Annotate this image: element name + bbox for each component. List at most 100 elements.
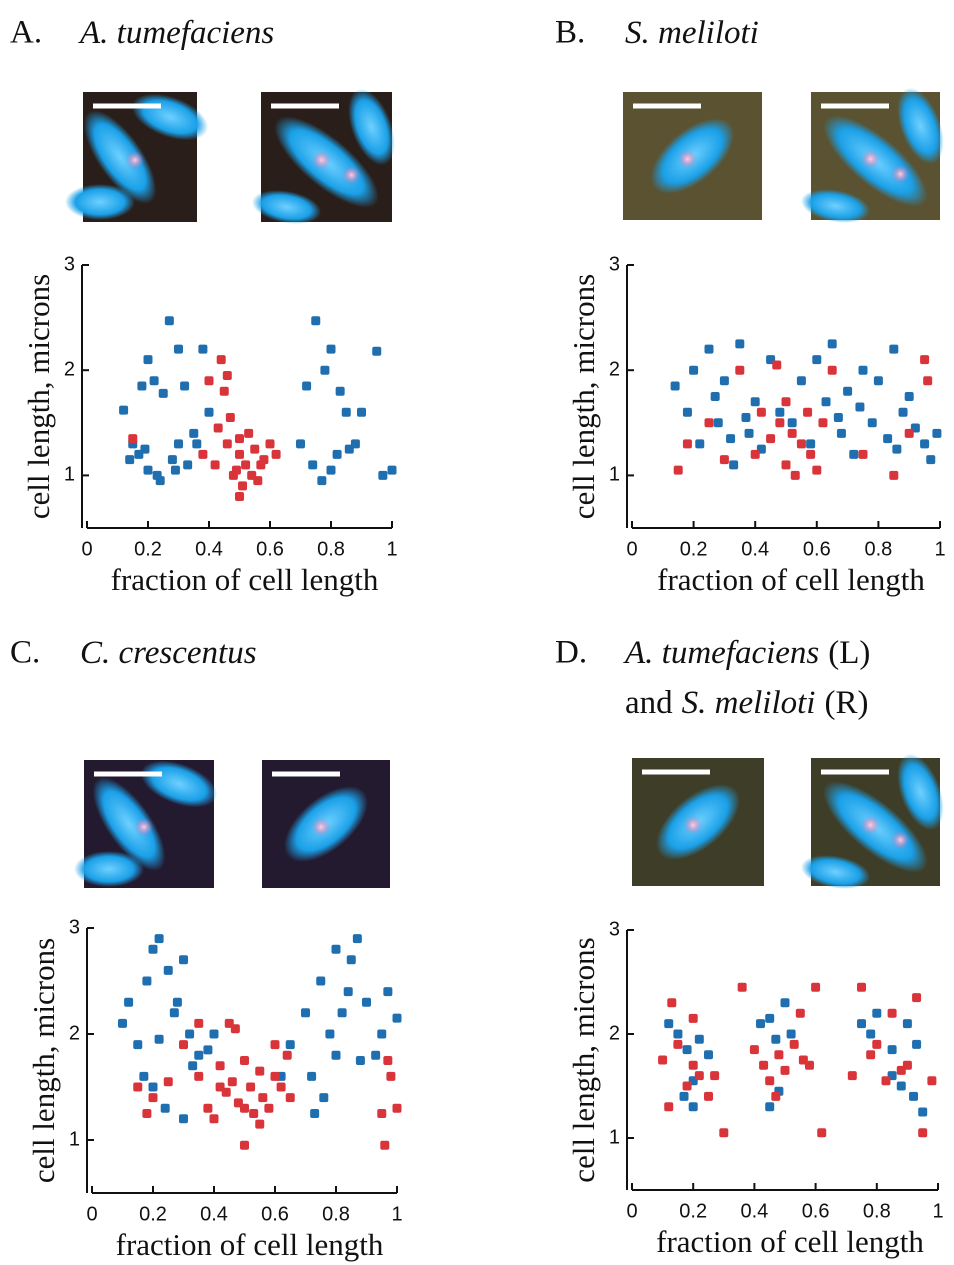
scatter-point <box>679 1091 689 1101</box>
scatter-point <box>765 1102 775 1112</box>
scatter-point <box>240 1056 249 1065</box>
scatter-point <box>332 449 342 459</box>
scatter-point <box>849 449 859 459</box>
x-tick-label: 1 <box>934 538 945 560</box>
scatter-point <box>781 397 791 407</box>
scatter-point <box>750 449 760 459</box>
scatter-point <box>694 1071 704 1081</box>
scatter-point <box>918 1128 928 1138</box>
micrograph <box>800 87 944 223</box>
y-tick-label: 3 <box>69 916 80 938</box>
y-tick-label: 3 <box>609 918 620 940</box>
scatter-point <box>795 1008 805 1018</box>
x-tick-label: 1 <box>932 1200 943 1222</box>
x-tick-label: 0.2 <box>134 538 162 560</box>
scatter-point <box>139 1071 149 1081</box>
scatter-point <box>352 934 362 944</box>
scatter-point <box>898 407 908 417</box>
scatter-point <box>216 355 226 365</box>
scatter-point <box>889 344 899 354</box>
scatter-point <box>179 1040 188 1050</box>
scatter-point <box>817 1128 827 1138</box>
scatter-point <box>198 344 208 354</box>
scatter-point <box>362 997 371 1007</box>
scatter-point <box>812 355 822 365</box>
scatter-point <box>735 365 745 375</box>
scatter-point <box>250 444 260 454</box>
scatter-point <box>163 965 173 975</box>
scatter-point <box>344 444 354 454</box>
scatter-point <box>744 428 754 438</box>
scatter-point <box>704 1091 713 1101</box>
title-part: S. meliloti <box>682 685 816 721</box>
scatter-point <box>317 476 327 486</box>
scatter-point <box>128 434 138 444</box>
scatter-point <box>858 449 868 459</box>
scatter-point <box>843 386 853 396</box>
x-tick-label: 0.8 <box>322 1203 350 1225</box>
scatter-point <box>726 434 736 444</box>
scatter-point <box>688 1060 698 1070</box>
title-part: C. crescentus <box>80 635 257 671</box>
panel-title: A. tumefaciens (L) <box>623 635 870 671</box>
scatter-point <box>806 439 816 449</box>
title-part: A. tumefaciens <box>78 15 274 51</box>
scatter-point <box>667 998 677 1008</box>
scatter-point <box>771 1034 781 1044</box>
scatter-point <box>183 460 193 470</box>
x-axis-label: fraction of cell length <box>656 1224 924 1259</box>
micrograph <box>262 760 390 888</box>
y-axis-label: cell length, microns <box>566 274 601 519</box>
scatter-point <box>209 1029 219 1039</box>
scatter-point <box>789 1039 799 1049</box>
scatter-point <box>682 1045 692 1055</box>
scatter-point <box>346 955 356 965</box>
scatter-point <box>881 1076 891 1086</box>
panel-label: A. <box>10 15 42 51</box>
scatter-point <box>167 455 177 465</box>
scatter-point <box>227 1077 237 1087</box>
scatter-point <box>682 439 692 449</box>
scatter-point <box>798 1055 808 1065</box>
scatter-point <box>172 997 182 1007</box>
scatter-point <box>179 1114 188 1124</box>
scatter-point <box>235 491 244 501</box>
y-tick-label: 3 <box>609 253 620 275</box>
scatter-point <box>335 386 345 396</box>
scatter-point <box>326 465 336 475</box>
scatter-point <box>857 1019 866 1029</box>
x-tick-label: 0.2 <box>680 538 708 560</box>
y-tick-label: 1 <box>609 1126 620 1148</box>
y-axis-label: cell length, microns <box>566 937 601 1182</box>
scatter-point <box>855 402 865 412</box>
scatter-point <box>276 1082 286 1092</box>
y-tick-label: 2 <box>609 358 620 380</box>
scatter-point <box>719 455 729 465</box>
x-tick-label: 1 <box>391 1203 402 1225</box>
scatter-point <box>912 993 922 1003</box>
scatter-point <box>866 1029 876 1039</box>
scatter-point <box>790 470 800 480</box>
y-tick-label: 2 <box>64 358 75 380</box>
scatter-point <box>664 1102 674 1112</box>
scatter-point <box>194 1071 204 1081</box>
panel-label: B. <box>555 15 585 51</box>
x-tick-label: 1 <box>386 538 397 560</box>
panel-title: and S. meliloti (R) <box>625 685 868 721</box>
scatter-point <box>258 1093 268 1103</box>
micrograph <box>800 753 944 889</box>
micrograph <box>623 92 762 220</box>
scatter-point <box>189 428 199 438</box>
scatter-point <box>383 987 393 997</box>
scatter-point <box>658 1055 668 1065</box>
scatter-point <box>803 407 813 417</box>
scatter-point <box>737 982 747 992</box>
panel-title: C. crescentus <box>80 635 257 671</box>
scatter-point <box>682 1081 692 1091</box>
x-tick-label: 0.4 <box>195 538 223 560</box>
scatter-point <box>372 346 382 356</box>
scatter-point <box>873 376 883 386</box>
scatter-point <box>704 344 714 354</box>
scatter-point <box>154 934 164 944</box>
